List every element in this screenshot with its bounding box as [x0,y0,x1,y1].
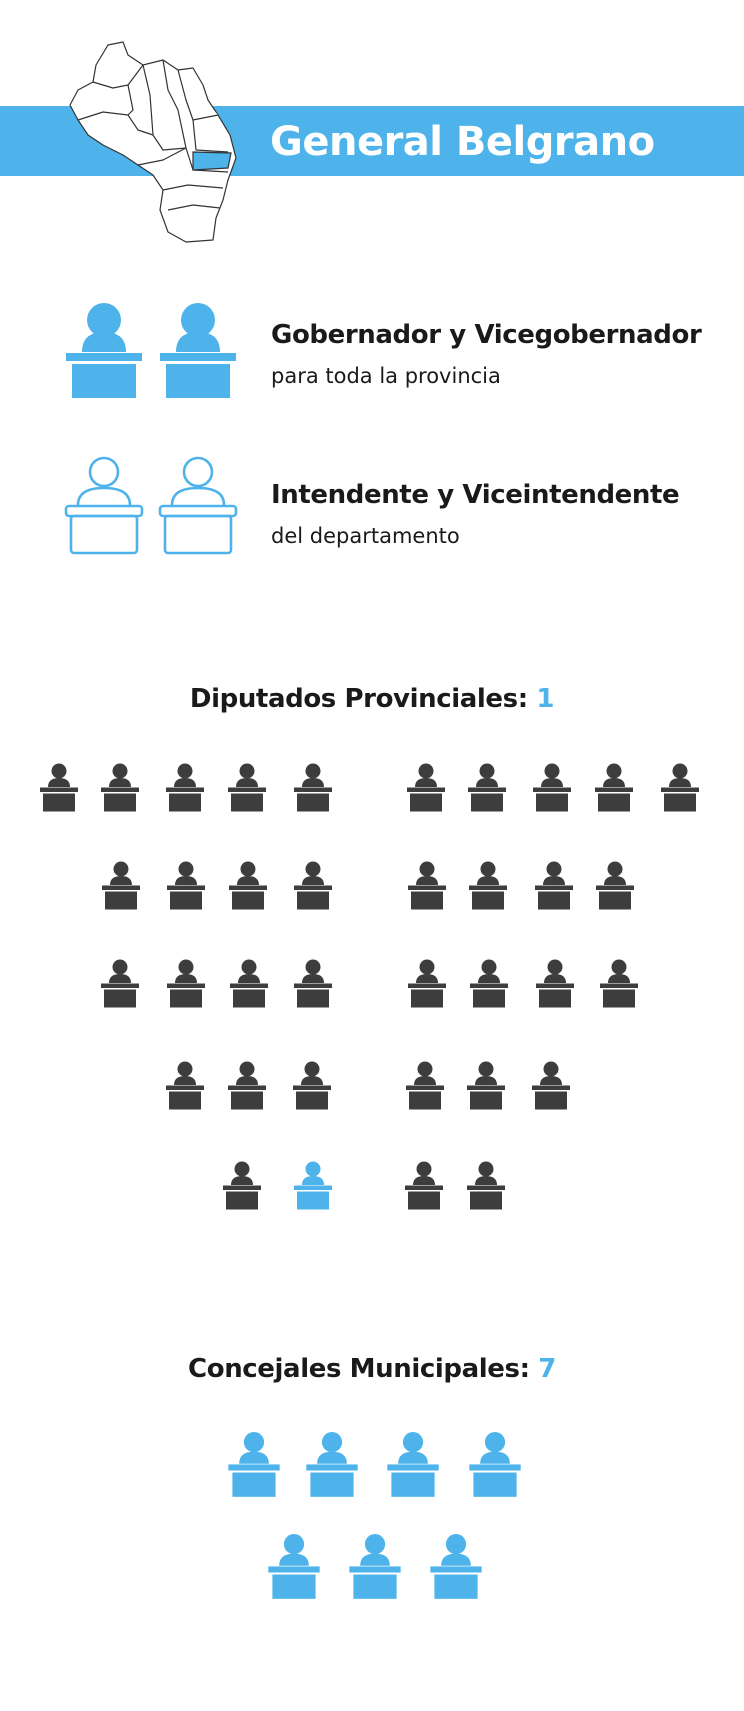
diputado-seat-icon [536,959,574,1008]
diputado-seat-icon [470,959,508,1008]
diputado-seat-icon [167,959,205,1008]
diputado-seat-icon [407,763,445,812]
diputado-seat-icon [661,763,699,812]
concejal-seat-icon [349,1534,401,1599]
diputado-seat-icon [408,861,446,910]
diputado-seat-icon [406,1061,444,1110]
mayor-role-title: Intendente y Viceintendente [271,480,680,510]
diputado-seat-icon [294,861,332,910]
concejal-seat-icon [306,1432,358,1497]
diputado-seat-icon [223,1161,261,1210]
diputado-seat-icon [228,763,266,812]
diputado-seat-icon [101,959,139,1008]
diputados-heading: Diputados Provinciales: 1 [0,684,744,714]
diputado-seat-icon [532,1061,570,1110]
diputado-seat-icon [405,1161,443,1210]
diputado-seat-icon [230,959,268,1008]
diputado-seat-icon [533,763,571,812]
diputado-seat-icon [40,763,78,812]
diputado-seat-icon [600,959,638,1008]
concejal-seat-icon [469,1432,521,1497]
diputado-seat-icon [229,861,267,910]
diputado-seat-icon [595,763,633,812]
diputado-seat-icon [101,763,139,812]
diputado-seat-icon [294,763,332,812]
governor-icons [66,303,236,398]
diputado-seat-icon [467,1061,505,1110]
concejales-label: Concejales Municipales: [188,1354,530,1384]
province-map-icon [69,41,237,243]
diputados-count: 1 [536,684,555,714]
podium-person-outline-icon [64,456,144,555]
page-title: General Belgrano [270,119,655,165]
diputado-seat-icon [596,861,634,910]
concejal-seat-icon [268,1534,320,1599]
diputado-seat-icon [166,1061,204,1110]
concejales-heading: Concejales Municipales: 7 [0,1354,744,1384]
concejal-seat-icon [430,1534,482,1599]
governor-role-title: Gobernador y Vicegobernador [271,320,702,350]
diputado-seat-icon [408,959,446,1008]
diputado-seat-icon [294,959,332,1008]
podium-person-outline-icon [158,456,238,555]
diputado-seat-icon [167,861,205,910]
diputado-seat-icon [467,1161,505,1210]
podium-person-filled-icon [160,303,236,398]
diputado-seat-icon [166,763,204,812]
diputado-seat-icon [293,1061,331,1110]
diputado-seat-icon [468,763,506,812]
concejal-seat-icon [387,1432,439,1497]
concejales-count: 7 [538,1354,556,1384]
diputado-seat-icon [469,861,507,910]
governor-role-subtitle: para toda la provincia [271,364,501,388]
diputado-seat-icon [535,861,573,910]
diputado-seat-highlighted-icon [294,1161,332,1210]
concejal-seat-icon [228,1432,280,1497]
podium-person-filled-icon [66,303,142,398]
mayor-role-subtitle: del departamento [271,524,460,548]
diputado-seat-icon [228,1061,266,1110]
diputado-seat-icon [102,861,140,910]
diputados-label: Diputados Provinciales: [189,684,528,714]
mayor-icons [64,456,238,555]
